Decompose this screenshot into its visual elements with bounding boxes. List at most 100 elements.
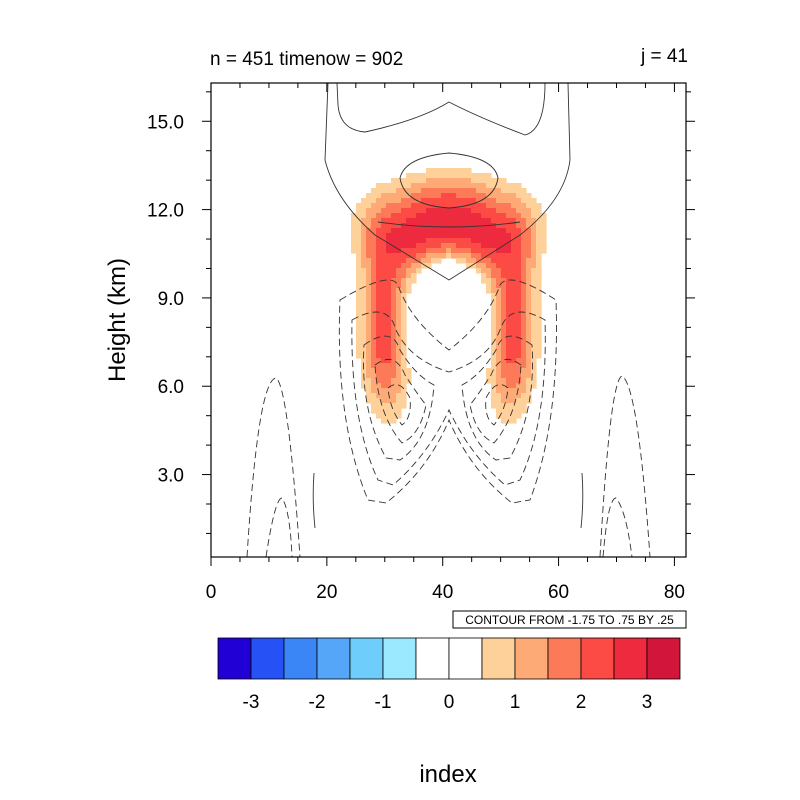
shade-cell: [411, 248, 417, 254]
shade-cell: [511, 223, 517, 229]
shade-cell: [451, 173, 457, 179]
shade-cell: [466, 253, 472, 259]
shade-cell: [486, 273, 492, 279]
shade-cell: [456, 168, 462, 174]
colorbar-tick-label: -2: [309, 692, 326, 713]
shade-cell: [416, 228, 422, 234]
shade-cell: [401, 183, 407, 189]
shade-cell: [366, 333, 372, 339]
shade-cell: [481, 258, 487, 264]
axis-ticks: [202, 83, 695, 566]
shade-cell: [441, 253, 447, 259]
shade-cell: [486, 258, 492, 264]
shade-cell: [491, 313, 497, 319]
shade-cell: [511, 393, 517, 399]
shade-cell: [376, 323, 382, 329]
shade-cell: [416, 233, 422, 239]
shade-cell: [536, 338, 542, 344]
shade-cell: [386, 233, 392, 239]
shade-cell: [401, 243, 407, 249]
shade-cell: [506, 323, 512, 329]
shade-cell: [361, 378, 367, 384]
shade-cell: [411, 263, 417, 269]
shade-cell: [386, 298, 392, 304]
shade-cell: [376, 353, 382, 359]
shade-cell: [526, 353, 532, 359]
colorbar-box: [646, 637, 681, 680]
shade-cell: [371, 348, 377, 354]
shade-cell: [516, 398, 522, 404]
shade-cell: [391, 193, 397, 199]
colorbar-box: [580, 637, 615, 680]
shade-cell: [376, 248, 382, 254]
shade-cell: [396, 353, 402, 359]
shade-cell: [491, 268, 497, 274]
shade-cell: [516, 248, 522, 254]
shade-cell: [371, 253, 377, 259]
shade-cell: [516, 338, 522, 344]
shade-cell: [501, 333, 507, 339]
shade-cell: [506, 183, 512, 189]
shade-cell: [471, 178, 477, 184]
shade-cell: [386, 263, 392, 269]
shade-cell: [406, 283, 412, 289]
shade-cell: [491, 258, 497, 264]
shade-cell: [356, 348, 362, 354]
shade-cell: [496, 403, 502, 409]
shade-cell: [506, 233, 512, 239]
shade-cell: [511, 353, 517, 359]
shade-cell: [466, 193, 472, 199]
shade-cell: [391, 323, 397, 329]
shade-cell: [496, 323, 502, 329]
shade-cell: [361, 328, 367, 334]
shade-cell: [401, 178, 407, 184]
shade-cell: [401, 253, 407, 259]
shade-cell: [496, 188, 502, 194]
shade-cell: [521, 358, 527, 364]
shade-cell: [391, 208, 397, 214]
shade-cell: [431, 238, 437, 244]
shade-cell: [481, 253, 487, 259]
shade-cell: [451, 193, 457, 199]
shade-cell: [426, 253, 432, 259]
shade-cell: [521, 408, 527, 414]
shade-cell: [511, 338, 517, 344]
shade-cell: [481, 188, 487, 194]
shade-cell: [531, 208, 537, 214]
shade-cell: [381, 233, 387, 239]
shade-cell: [401, 308, 407, 314]
shade-cell: [466, 208, 472, 214]
shade-cell: [386, 273, 392, 279]
shade-cell: [476, 238, 482, 244]
shade-cell: [411, 233, 417, 239]
shade-cell: [366, 388, 372, 394]
shade-cell: [381, 358, 387, 364]
shade-cell: [396, 208, 402, 214]
shade-cell: [491, 328, 497, 334]
contour-line: [336, 83, 546, 136]
shade-cell: [511, 233, 517, 239]
shade-cell: [386, 288, 392, 294]
shade-cell: [426, 198, 432, 204]
shade-cell: [391, 218, 397, 224]
shade-cell: [446, 203, 452, 209]
shade-cell: [506, 413, 512, 419]
shade-cell: [376, 388, 382, 394]
shade-cell: [481, 208, 487, 214]
shade-cell: [436, 208, 442, 214]
shade-cell: [366, 343, 372, 349]
shade-cell: [476, 253, 482, 259]
shade-cell: [371, 223, 377, 229]
shade-cell: [381, 378, 387, 384]
shade-cell: [381, 223, 387, 229]
shade-cell: [501, 378, 507, 384]
shade-cell: [516, 293, 522, 299]
shade-cell: [371, 208, 377, 214]
shade-cell: [526, 208, 532, 214]
shade-cell: [406, 248, 412, 254]
y-axis-label: Height (km): [104, 258, 131, 382]
shade-cell: [516, 243, 522, 249]
shade-cell: [436, 193, 442, 199]
shade-cell: [411, 183, 417, 189]
